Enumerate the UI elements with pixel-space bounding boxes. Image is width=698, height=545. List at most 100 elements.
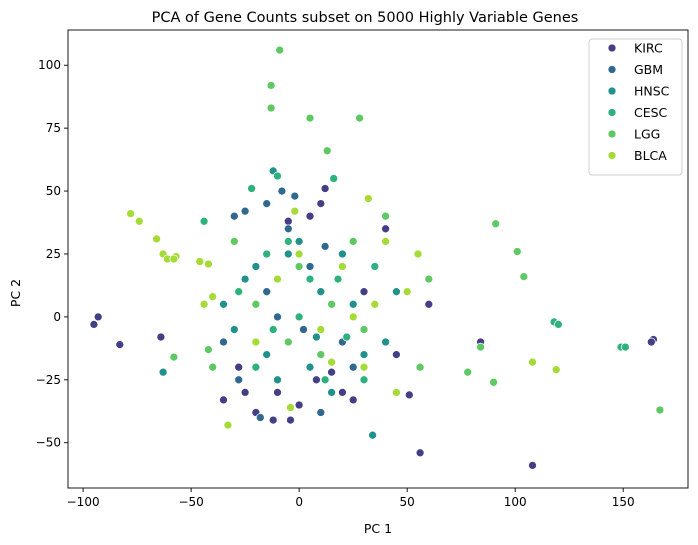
point-kirc: [338, 388, 347, 397]
point-cesc: [329, 174, 339, 183]
point-kirc: [528, 461, 537, 470]
point-blca: [327, 357, 336, 367]
point-lgg: [381, 211, 390, 221]
point-blca: [251, 337, 261, 347]
point-kirc: [268, 415, 278, 425]
data-points: [89, 45, 665, 470]
point-gbm: [262, 287, 272, 297]
point-blca: [294, 249, 304, 259]
point-hnsc: [392, 287, 401, 297]
point-cesc: [247, 184, 256, 193]
legend-marker-hnsc: [607, 86, 617, 96]
point-blca: [199, 299, 209, 309]
point-kirc: [89, 320, 99, 329]
point-kirc: [240, 388, 250, 397]
point-gbm: [305, 262, 315, 271]
point-blca: [204, 259, 213, 269]
point-blca: [223, 420, 233, 430]
point-kirc: [219, 395, 228, 405]
point-hnsc: [312, 332, 321, 342]
y-tick-label: 100: [38, 58, 61, 72]
point-cesc: [294, 312, 304, 322]
y-tick-label: −50: [36, 436, 61, 450]
x-ticks: −100 −50 0 50 100 150: [67, 488, 635, 509]
point-lgg: [208, 362, 218, 372]
y-tick-label: −25: [36, 373, 61, 387]
y-axis-label: PC 2: [8, 279, 23, 307]
point-gbm: [273, 312, 282, 322]
point-kirc: [312, 375, 321, 385]
point-kirc: [415, 448, 425, 458]
point-lgg: [355, 113, 364, 123]
axes: −100 −50 0 50 100 150 −50 −25 0 25 50 75 100: [36, 29, 689, 509]
point-blca: [316, 325, 326, 334]
chart-title: PCA of Gene Counts subset on 5000 Highly…: [152, 10, 579, 26]
point-kirc: [93, 312, 103, 322]
x-tick-label: −100: [67, 495, 100, 509]
point-lgg: [305, 113, 315, 123]
point-lgg: [491, 219, 501, 229]
y-tick-label: 75: [46, 121, 61, 135]
point-cesc: [268, 325, 278, 334]
point-cesc: [342, 332, 352, 342]
point-hnsc: [262, 350, 272, 359]
y-tick-label: 50: [46, 184, 61, 198]
point-hnsc: [368, 430, 377, 440]
point-hnsc: [240, 274, 250, 284]
point-blca: [528, 357, 537, 367]
point-blca: [208, 292, 218, 302]
y-tick-label: 25: [46, 247, 61, 261]
point-kirc: [320, 184, 330, 193]
legend-marker-lgg: [607, 129, 617, 139]
plot-frame: [67, 29, 689, 489]
point-blca: [152, 234, 161, 244]
point-lgg: [359, 325, 369, 334]
point-blca: [126, 209, 135, 219]
legend-marker-gbm: [607, 65, 617, 74]
x-tick-label: 50: [400, 495, 415, 509]
point-kirc: [392, 350, 401, 359]
point-gbm: [277, 186, 287, 196]
point-hnsc: [327, 388, 336, 397]
point-gbm: [262, 199, 272, 208]
point-gbm: [316, 408, 326, 417]
point-lgg: [204, 345, 213, 354]
point-kirc: [156, 332, 166, 342]
point-blca: [363, 194, 373, 203]
point-lgg: [327, 299, 336, 309]
point-hnsc: [305, 362, 315, 372]
point-blca: [195, 257, 205, 266]
point-gbm: [348, 362, 358, 372]
point-gbm: [229, 211, 239, 221]
point-cesc: [273, 171, 282, 181]
point-gbm: [219, 337, 228, 347]
legend-label-cesc: CESC: [634, 105, 668, 120]
point-blca: [402, 287, 412, 297]
point-lgg: [266, 103, 276, 113]
point-cesc: [251, 362, 261, 372]
point-kirc: [234, 362, 244, 372]
point-gbm: [255, 413, 265, 422]
point-kirc: [348, 395, 358, 405]
x-tick-label: 0: [295, 495, 303, 509]
point-cesc: [333, 274, 343, 284]
point-blca: [286, 403, 295, 412]
point-lgg: [266, 81, 276, 90]
point-kirc: [115, 340, 125, 349]
x-tick-label: −50: [178, 495, 203, 509]
y-tick-label: 0: [53, 310, 61, 324]
point-cesc: [320, 375, 330, 385]
point-kirc: [381, 224, 390, 234]
point-cesc: [554, 320, 563, 329]
point-kirc: [273, 388, 282, 397]
legend-label-gbm: GBM: [634, 62, 663, 77]
point-blca: [338, 262, 347, 271]
point-lgg: [275, 45, 285, 55]
point-lgg: [476, 342, 485, 352]
legend-label-lgg: LGG: [634, 127, 660, 142]
point-gbm: [290, 191, 300, 201]
legend-marker-blca: [607, 151, 617, 160]
point-lgg: [294, 262, 304, 271]
point-hnsc: [359, 350, 369, 359]
